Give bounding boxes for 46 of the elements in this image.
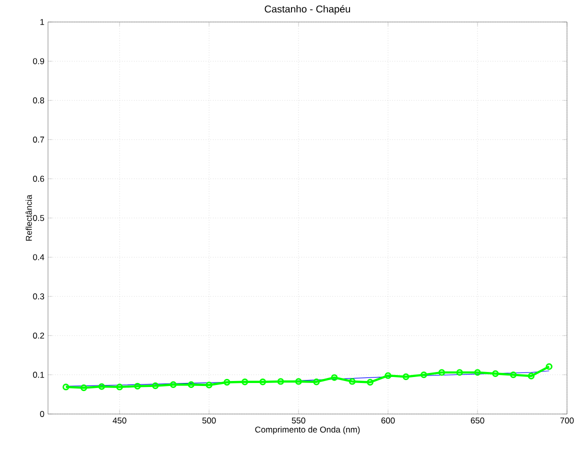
- point: [384, 372, 392, 379]
- x-tick-label: 500: [202, 418, 216, 424]
- point: [242, 378, 248, 386]
- point: [348, 378, 356, 385]
- y-axis-title: Reflectância: [26, 194, 32, 241]
- point: [98, 383, 106, 390]
- y-tick-label: 0.3: [33, 293, 44, 300]
- point: [206, 382, 212, 388]
- point: [188, 381, 195, 388]
- y-tick-label: 0.6: [33, 176, 44, 182]
- point: [474, 369, 481, 376]
- y-tick-label: 0.4: [33, 254, 44, 260]
- point: [420, 371, 428, 378]
- chart-title: Castanho - Chapéu: [264, 5, 350, 14]
- y-tick-label: 0.9: [33, 58, 44, 64]
- point: [152, 382, 159, 390]
- point: [277, 378, 284, 385]
- x-tick-label: 700: [560, 418, 574, 424]
- x-tick-label: 600: [381, 418, 395, 424]
- y-tick-label: 0.1: [33, 372, 44, 378]
- point: [528, 372, 535, 380]
- y-tick-label: 0.5: [33, 215, 44, 221]
- point: [510, 371, 517, 378]
- point: [80, 384, 88, 392]
- y-tick-label: 0.7: [33, 136, 44, 143]
- point: [259, 378, 266, 386]
- point: [492, 370, 499, 377]
- y-tick-label: 0.8: [33, 97, 44, 104]
- point: [170, 381, 177, 388]
- point: [366, 378, 374, 386]
- x-tick-label: 450: [112, 418, 126, 424]
- y-tick-label: 0: [40, 411, 44, 417]
- point: [224, 378, 230, 386]
- point: [313, 378, 320, 386]
- point: [402, 373, 410, 380]
- point: [456, 369, 463, 376]
- x-axis-title: Comprimento de Onda (nm): [255, 426, 360, 434]
- y-tick-label: 0.2: [33, 332, 44, 339]
- point: [134, 382, 141, 390]
- point: [295, 378, 302, 385]
- x-tick-label: 550: [292, 418, 306, 424]
- point: [116, 384, 123, 390]
- y-tick-label: 1: [40, 19, 44, 25]
- x-tick-label: 650: [470, 418, 484, 424]
- point: [438, 369, 446, 376]
- point: [331, 374, 338, 381]
